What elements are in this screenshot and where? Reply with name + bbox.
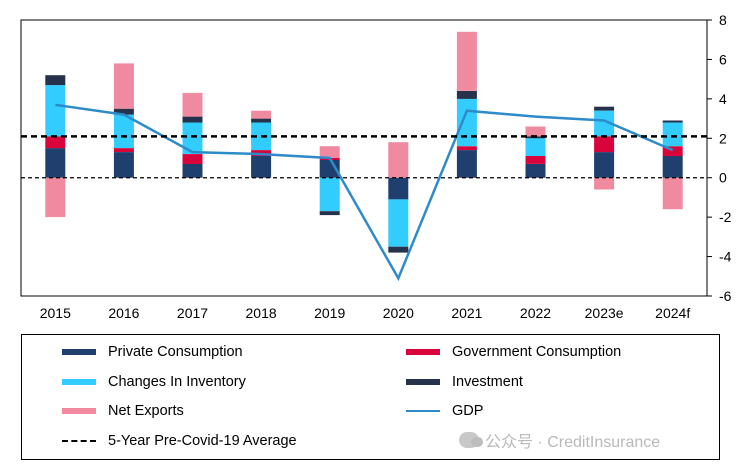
bar-net-exports-2021 [456,31,477,91]
bar-government-consumption-2016 [113,148,134,152]
bar-changes-in-inventory-2015 [45,85,66,137]
bar-government-consumption-2024f [662,146,683,157]
bar-private-consumption-2023e [594,152,615,178]
legend-item-investment: Investment [406,372,523,392]
bar-government-consumption-2022 [525,156,546,164]
legend: Private Consumption Government Consumpti… [21,334,720,460]
bar-net-exports-2016 [113,63,134,109]
bar-changes-in-inventory-2022 [525,138,546,156]
lines-layer [21,103,707,282]
x-tick-label: 2018 [246,305,277,321]
bar-investment-2016 [113,108,134,115]
x-tick-label: 2016 [108,305,139,321]
x-tick-label: 2019 [314,305,345,321]
legend-item-changes-in-inventory: Changes In Inventory [62,372,246,392]
x-tick-label: 2023e [585,305,624,321]
bar-net-exports-2017 [182,92,203,117]
legend-item-government-consumption: Government Consumption [406,342,621,362]
y-tick-label: 2 [719,130,727,146]
bar-net-exports-2024f [662,177,683,210]
y-tick-label: 4 [719,91,727,107]
bar-net-exports-2023e [594,177,615,190]
legend-item-gdp: GDP [406,401,483,421]
bar-net-exports-2018 [251,110,272,119]
bar-changes-in-inventory-2019 [319,177,340,212]
bar-changes-in-inventory-2016 [113,114,134,149]
chart: -6 -4 -2 0 2 4 6 8 2015 2016 2017 2018 2019 2020 2021 2… [20,12,732,321]
bar-private-consumption-2021 [456,150,477,178]
legend-label: Government Consumption [452,344,622,360]
bar-changes-in-inventory-2017 [182,122,203,154]
legend-label: GDP [452,403,484,419]
bar-private-consumption-2015 [45,148,66,178]
bar-changes-in-inventory-2024f [662,122,683,147]
bar-net-exports-2020 [388,142,409,178]
legend-label: Private Consumption [108,344,243,360]
legend-swatch-net-exports [62,408,96,414]
legend-label: 5-Year Pre-Covid-19 Average [108,433,297,449]
watermark-text: 公众号 · CreditInsurance [485,434,661,451]
y-tick-label: 0 [719,170,727,186]
legend-swatch-changes-in-inventory [62,379,96,385]
y-tick-label: -2 [719,209,732,225]
bar-investment-2021 [456,91,477,99]
bar-investment-2017 [182,116,203,123]
axis-layer: -6 -4 -2 0 2 4 6 8 2015 2016 2017 2018 2019 2020 2021 2… [21,12,732,321]
wechat-icon [459,432,483,448]
bar-private-consumption-2018 [251,156,272,178]
legend-swatch-pre-covid-average [62,440,96,442]
bar-private-consumption-2022 [525,163,546,178]
legend-item-private-consumption: Private Consumption [62,342,243,362]
legend-item-pre-covid-average: 5-Year Pre-Covid-19 Average [62,431,297,451]
x-tick-label: 2020 [383,305,414,321]
bar-net-exports-2015 [45,177,66,218]
bar-investment-2020 [388,246,409,253]
line-gdp [55,103,674,282]
y-tick-label: -6 [719,288,732,304]
bar-investment-2024f [662,120,683,123]
bar-changes-in-inventory-2023e [594,110,615,137]
legend-swatch-gdp [406,410,440,412]
y-tick-label: 6 [719,51,727,67]
bars-layer [45,31,683,253]
bar-government-consumption-2021 [456,146,477,151]
bar-changes-in-inventory-2021 [456,98,477,147]
x-tick-label: 2024f [655,305,690,321]
plot-area [20,19,708,297]
bar-investment-2015 [45,75,66,86]
bar-government-consumption-2017 [182,154,203,164]
legend-swatch-private-consumption [62,349,96,355]
x-tick-label: 2022 [520,305,551,321]
y-tick-label: -4 [719,249,732,265]
x-tick-label: 2015 [40,305,71,321]
bar-private-consumption-2024f [662,156,683,178]
watermark: 公众号 · CreditInsurance [459,428,660,452]
bar-net-exports-2022 [525,126,546,137]
bar-private-consumption-2020 [388,177,409,200]
legend-label: Changes In Inventory [108,374,246,390]
bar-investment-2018 [251,118,272,123]
bar-private-consumption-2017 [182,163,203,178]
bar-government-consumption-2015 [45,136,66,149]
bar-government-consumption-2023e [594,136,615,153]
bar-private-consumption-2016 [113,152,134,178]
x-tick-label: 2017 [177,305,208,321]
bar-net-exports-2019 [319,146,340,158]
legend-swatch-government-consumption [406,349,440,355]
legend-label: Net Exports [108,403,184,419]
legend-item-net-exports: Net Exports [62,401,184,421]
legend-label: Investment [452,374,523,390]
bar-investment-2023e [594,106,615,111]
y-tick-label: 8 [719,12,727,28]
x-tick-label: 2021 [451,305,482,321]
bar-investment-2019 [319,211,340,216]
bar-changes-in-inventory-2020 [388,199,409,247]
legend-swatch-investment [406,379,440,385]
